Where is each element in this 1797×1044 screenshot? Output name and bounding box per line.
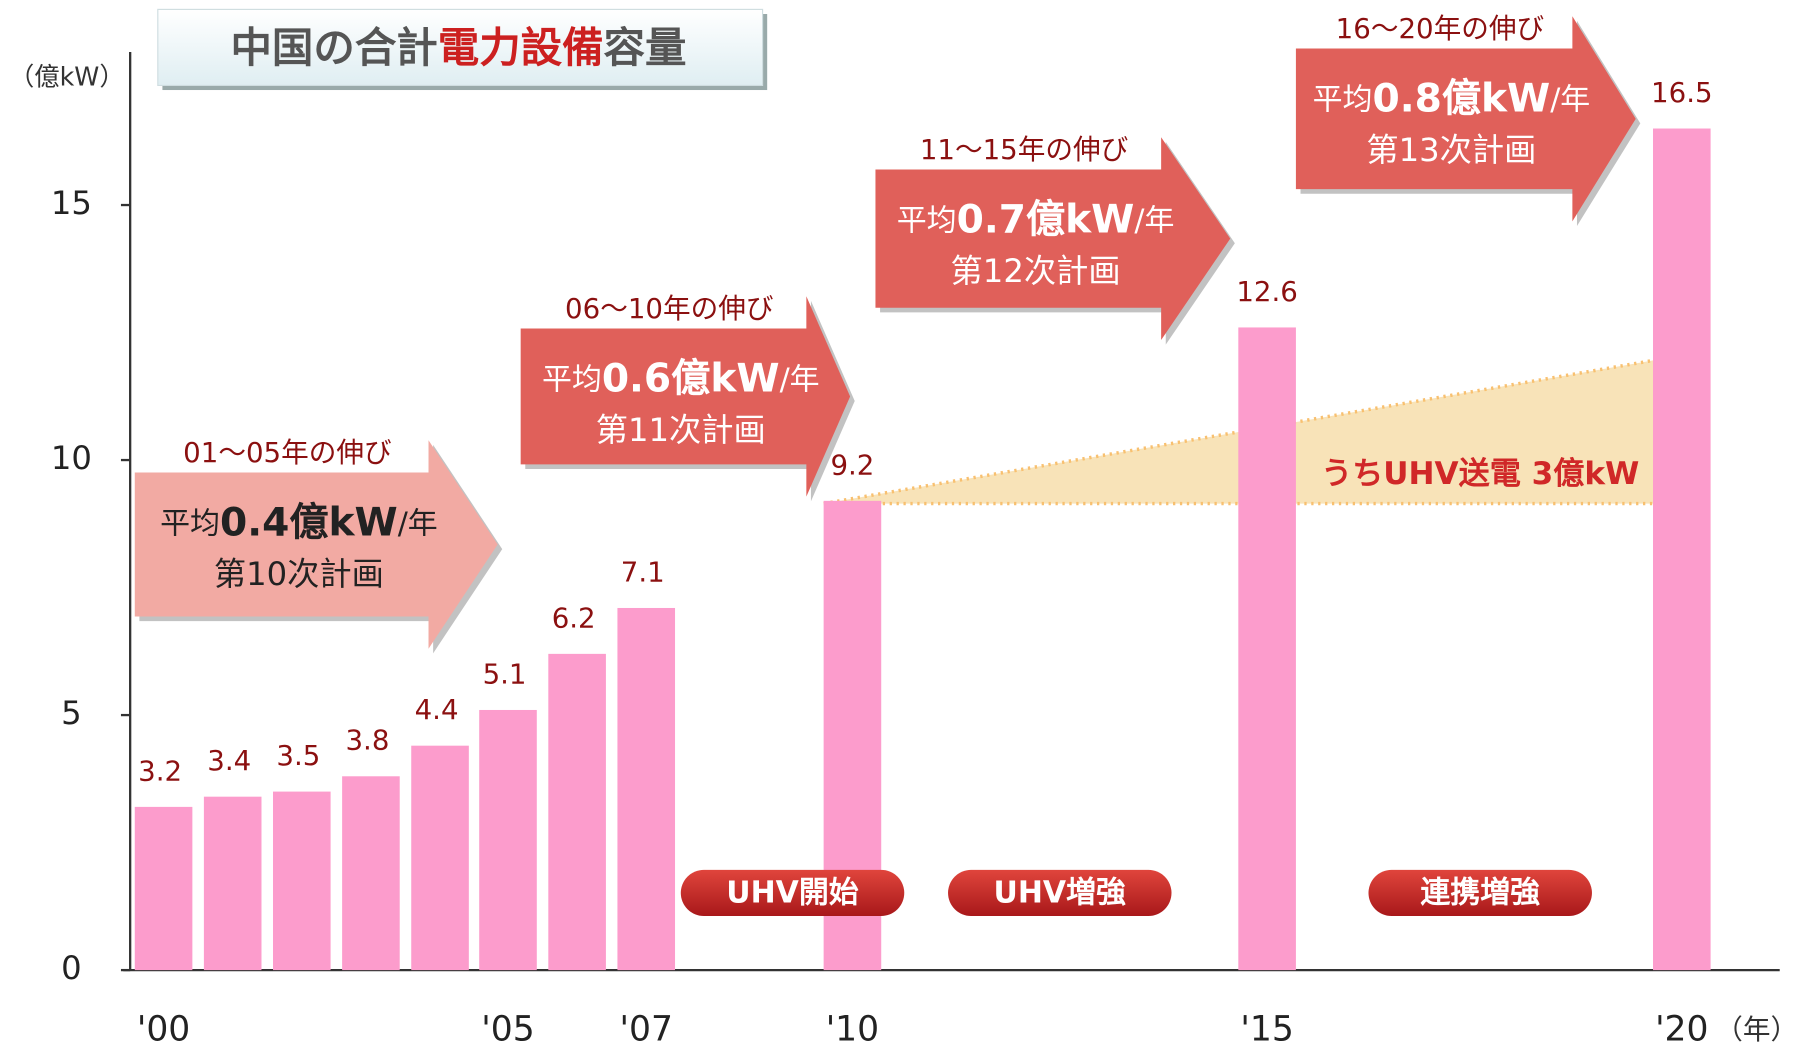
bar bbox=[273, 791, 331, 971]
bar bbox=[479, 709, 537, 971]
phase-pill bbox=[680, 869, 905, 916]
phase-pill bbox=[948, 869, 1172, 916]
growth-arrow bbox=[875, 137, 1231, 340]
title-part: 中国の合計 bbox=[230, 24, 437, 72]
arrow-average: 平均0.4億kW/年 bbox=[160, 500, 438, 545]
arrow-plan: 第13次計画 bbox=[1366, 131, 1536, 169]
value-label: 12.6 bbox=[1236, 275, 1298, 308]
y-tick-label: 0 bbox=[61, 949, 82, 987]
bar bbox=[1238, 327, 1296, 971]
bar bbox=[203, 796, 262, 971]
bar bbox=[411, 745, 469, 971]
bar bbox=[1653, 128, 1711, 971]
growth-arrow bbox=[520, 296, 851, 497]
title-box bbox=[157, 8, 764, 86]
y-unit: （億kW） bbox=[9, 62, 125, 92]
average-part: 平均 bbox=[1313, 82, 1373, 117]
value-label: 6.2 bbox=[552, 601, 596, 634]
y-tick-label: 5 bbox=[61, 694, 82, 732]
arrow-period: 11～15年の伸び bbox=[920, 133, 1128, 166]
value-label: 3.4 bbox=[207, 744, 251, 777]
value-label: 9.2 bbox=[830, 448, 874, 481]
average-part: 0.8億kW bbox=[1372, 76, 1550, 121]
y-tick-label: 10 bbox=[51, 439, 92, 477]
average-part: 0.6億kW bbox=[602, 356, 780, 401]
bar bbox=[342, 776, 400, 971]
y-tick-label: 15 bbox=[51, 184, 92, 222]
title-part: 電力設備 bbox=[438, 24, 604, 72]
average-part: 0.4億kW bbox=[220, 500, 398, 545]
title-part: 容量 bbox=[604, 24, 687, 72]
bar bbox=[548, 653, 606, 971]
average-part: 0.7億kW bbox=[957, 197, 1135, 242]
chart-title: 中国の合計電力設備容量 bbox=[230, 24, 686, 72]
average-part: /年 bbox=[780, 362, 820, 397]
phase-label: UHV開始 bbox=[726, 876, 858, 911]
arrow-plan: 第10次計画 bbox=[214, 555, 384, 593]
average-part: /年 bbox=[398, 506, 438, 541]
bar bbox=[134, 806, 193, 971]
x-unit: （年） bbox=[1715, 1013, 1797, 1044]
value-label: 3.5 bbox=[276, 739, 320, 772]
phase-label: UHV増強 bbox=[994, 876, 1126, 911]
x-tick-label: '10 bbox=[826, 1010, 879, 1044]
uhv-note: うちUHV送電 3億kW bbox=[1321, 456, 1639, 492]
arrow-plan: 第11次計画 bbox=[596, 411, 766, 449]
value-label: 3.2 bbox=[138, 754, 182, 787]
value-label: 5.1 bbox=[483, 657, 527, 690]
average-part: 平均 bbox=[897, 203, 957, 238]
value-label: 16.5 bbox=[1651, 76, 1713, 109]
growth-arrow bbox=[1295, 16, 1636, 222]
arrow-period: 01～05年の伸び bbox=[183, 436, 391, 469]
average-part: /年 bbox=[1550, 82, 1590, 117]
phase-label: 連携増強 bbox=[1420, 876, 1540, 911]
average-part: 平均 bbox=[160, 506, 220, 541]
growth-arrow bbox=[134, 440, 498, 649]
average-part: /年 bbox=[1134, 203, 1174, 238]
arrow-average: 平均0.7億kW/年 bbox=[897, 197, 1175, 242]
x-tick-label: '00 bbox=[137, 1010, 190, 1044]
x-tick-label: '07 bbox=[619, 1010, 672, 1044]
value-label: 3.8 bbox=[345, 724, 389, 757]
arrow-average: 平均0.6億kW/年 bbox=[542, 356, 820, 401]
x-tick-label: '15 bbox=[1240, 1010, 1293, 1044]
value-label: 7.1 bbox=[621, 555, 665, 588]
arrow-period: 16～20年の伸び bbox=[1336, 12, 1544, 45]
plot: 0 5 10 15 3.2 '00 3.4 3.5 3.8 4.4 5.1 '05 6.2 7.1 '07 9… bbox=[51, 12, 1780, 1044]
value-label: 4.4 bbox=[415, 693, 459, 726]
x-tick-label: '05 bbox=[481, 1010, 534, 1044]
phase-pill bbox=[1368, 869, 1592, 916]
bar bbox=[617, 607, 676, 971]
x-tick-label: '20 bbox=[1655, 1010, 1708, 1044]
arrow-period: 06～10年の伸び bbox=[565, 292, 773, 325]
arrow-average: 平均0.8億kW/年 bbox=[1313, 76, 1591, 121]
arrow-plan: 第12次計画 bbox=[951, 252, 1121, 290]
average-part: 平均 bbox=[542, 362, 602, 397]
